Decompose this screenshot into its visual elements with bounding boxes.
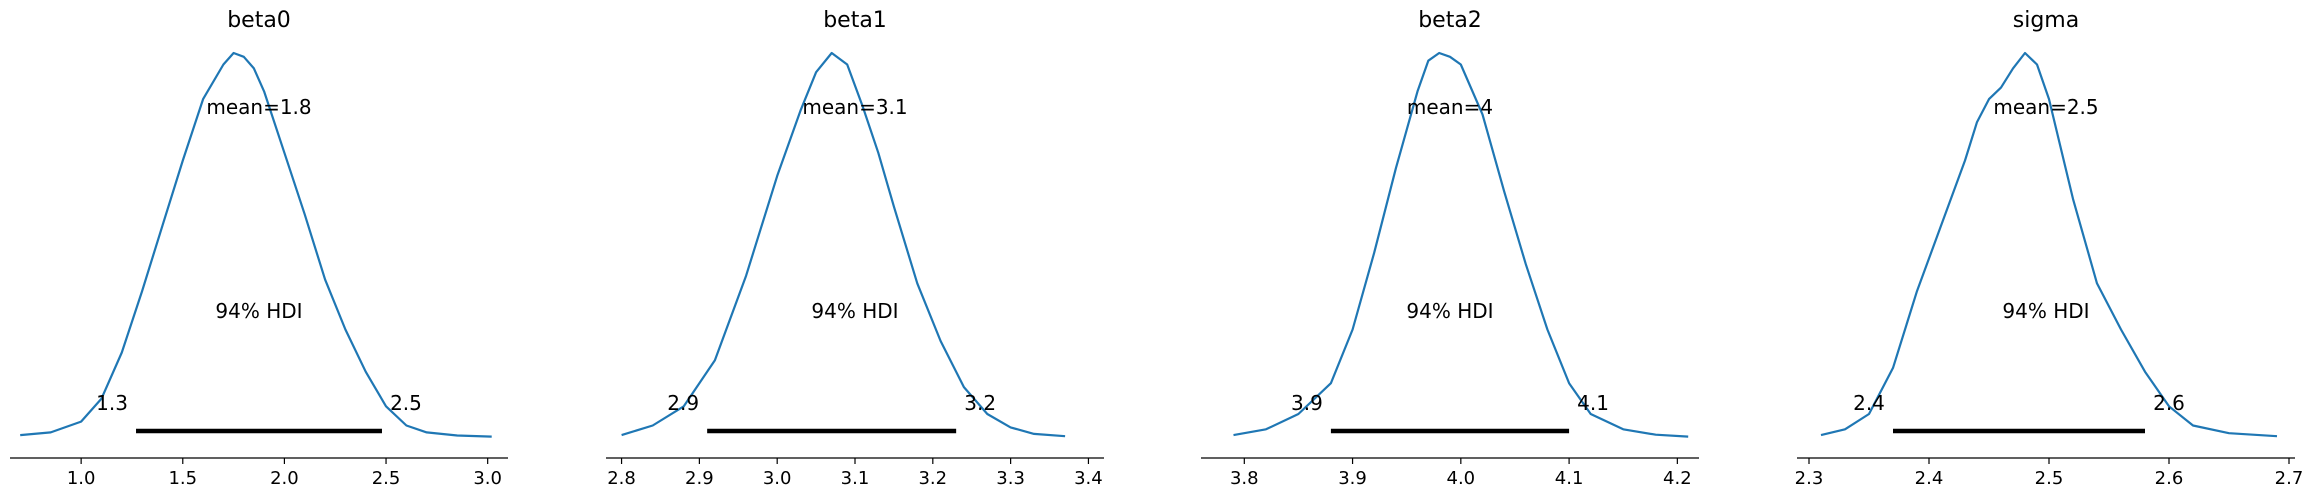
x-tick-label: 3.3 <box>996 468 1025 489</box>
density-curve <box>20 51 492 438</box>
x-tick-label: 2.8 <box>607 468 636 489</box>
x-tick-label: 4.0 <box>1447 468 1476 489</box>
x-tick-label: 2.7 <box>2275 468 2304 489</box>
hdi-low-label: 2.4 <box>1853 391 1885 415</box>
x-tick-label: 2.5 <box>372 468 401 489</box>
hdi-high-label: 2.5 <box>390 391 422 415</box>
hdi-label: 94% HDI <box>2002 299 2089 323</box>
panel-title: sigma <box>2013 8 2079 33</box>
x-tick-label: 1.5 <box>168 468 197 489</box>
hdi-low-label: 1.3 <box>96 391 128 415</box>
x-tick-label: 3.8 <box>1230 468 1259 489</box>
mean-label: mean=1.8 <box>206 95 311 119</box>
x-tick-label: 3.0 <box>473 468 502 489</box>
panel-title: beta2 <box>1418 8 1482 33</box>
x-tick-label: 2.4 <box>1915 468 1944 489</box>
panel-beta2: beta2 mean=4 94% HDI 3.9 4.1 3.8 3.9 4.0 4.1 4.2 <box>1201 8 1699 489</box>
x-tick-label: 3.1 <box>841 468 870 489</box>
hdi-label: 94% HDI <box>215 299 302 323</box>
x-tick-label: 3.4 <box>1074 468 1103 489</box>
panel-sigma: sigma mean=2.5 94% HDI 2.4 2.6 2.3 2.4 2.5 2.6 2.… <box>1795 8 2304 489</box>
x-tick-label: 4.1 <box>1555 468 1584 489</box>
density-curve <box>621 51 1066 438</box>
x-tick-label: 2.3 <box>1795 468 1824 489</box>
x-tick-label: 2.9 <box>685 468 714 489</box>
hdi-high-label: 4.1 <box>1577 391 1609 415</box>
hdi-high-label: 2.6 <box>2153 391 2185 415</box>
x-tick-label: 4.2 <box>1663 468 1692 489</box>
mean-label: mean=2.5 <box>1993 95 2098 119</box>
density-curve <box>1233 51 1689 438</box>
mean-label: mean=3.1 <box>802 95 907 119</box>
panel-title: beta0 <box>227 8 291 33</box>
hdi-label: 94% HDI <box>811 299 898 323</box>
hdi-label: 94% HDI <box>1406 299 1493 323</box>
x-tick-label: 1.0 <box>67 468 96 489</box>
panel-title: beta1 <box>823 8 887 33</box>
hdi-high-label: 3.2 <box>964 391 996 415</box>
x-tick-label: 3.9 <box>1338 468 1367 489</box>
density-curve <box>1820 51 2278 438</box>
mean-label: mean=4 <box>1407 95 1493 119</box>
x-tick-label: 3.2 <box>918 468 947 489</box>
x-tick-label: 2.5 <box>2035 468 2064 489</box>
panel-beta1: beta1 mean=3.1 94% HDI 2.9 3.2 2.8 2.9 3.0 3.1 3.… <box>606 8 1104 489</box>
x-tick-label: 2.0 <box>270 468 299 489</box>
hdi-low-label: 3.9 <box>1291 391 1323 415</box>
x-tick-label: 3.0 <box>763 468 792 489</box>
x-tick-label: 2.6 <box>2155 468 2184 489</box>
hdi-low-label: 2.9 <box>667 391 699 415</box>
panel-beta0: beta0 mean=1.8 94% HDI 1.3 2.5 1.0 1.5 2.0 2.5 3.… <box>10 8 508 489</box>
